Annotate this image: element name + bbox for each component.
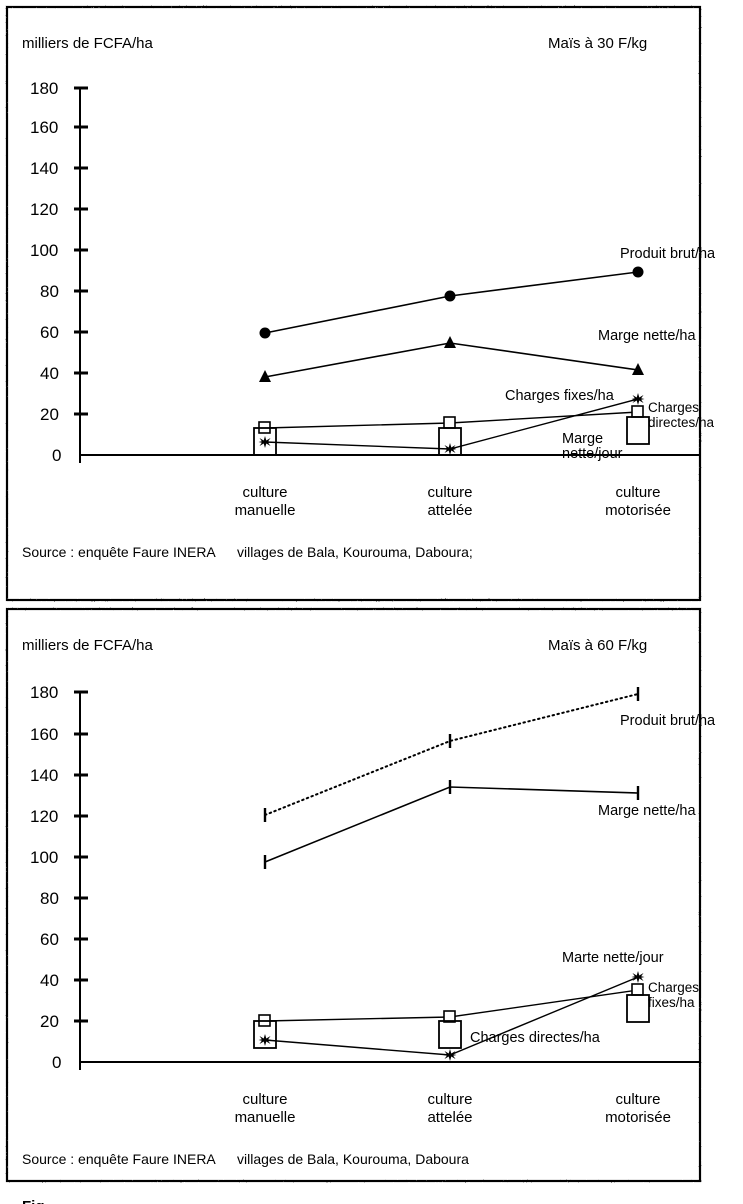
svg-text:culture: culture — [615, 484, 660, 501]
svg-text:120: 120 — [30, 200, 58, 219]
svg-text:Charges fixes/ha: Charges fixes/ha — [505, 388, 615, 404]
svg-text:40: 40 — [40, 971, 59, 990]
svg-text:60: 60 — [40, 930, 59, 949]
svg-text:motorisée: motorisée — [605, 1109, 671, 1126]
svg-text:180: 180 — [30, 79, 58, 98]
svg-text:villages de Bala, Kourouma, Da: villages de Bala, Kourouma, Daboura; — [237, 544, 473, 560]
svg-text:milliers de FCFA/ha: milliers de FCFA/ha — [22, 637, 154, 654]
svg-text:160: 160 — [30, 118, 58, 137]
svg-text:attelée: attelée — [427, 502, 472, 519]
svg-text:villages de Bala, Kourouma, Da: villages de Bala, Kourouma, Daboura — [237, 1151, 469, 1167]
svg-text:40: 40 — [40, 364, 59, 383]
svg-text:Produit brut/ha: Produit brut/ha — [620, 713, 716, 729]
svg-text:60: 60 — [40, 323, 59, 342]
svg-text:Marge nette/ha: Marge nette/ha — [598, 803, 696, 819]
svg-text:fixes/ha: fixes/ha — [648, 995, 695, 1010]
svg-text:directes/ha: directes/ha — [648, 415, 715, 430]
svg-text:nette/jour: nette/jour — [562, 446, 623, 462]
svg-text:culture: culture — [427, 1091, 472, 1108]
svg-text:120: 120 — [30, 807, 58, 826]
svg-text:0: 0 — [52, 446, 61, 465]
svg-text:Fig: Fig — [22, 1198, 45, 1204]
svg-text:160: 160 — [30, 725, 58, 744]
svg-text:culture: culture — [427, 484, 472, 501]
svg-text:100: 100 — [30, 848, 58, 867]
svg-text:Maïs à 30 F/kg: Maïs à 30 F/kg — [548, 35, 647, 52]
svg-text:0: 0 — [52, 1053, 61, 1072]
svg-text:attelée: attelée — [427, 1109, 472, 1126]
svg-text:culture: culture — [242, 1091, 287, 1108]
svg-text:20: 20 — [40, 1012, 59, 1031]
svg-text:Produit brut/ha: Produit brut/ha — [620, 246, 716, 262]
svg-text:milliers de FCFA/ha: milliers de FCFA/ha — [22, 35, 154, 52]
svg-text:Source : enquête Faure INERA: Source : enquête Faure INERA — [22, 544, 216, 560]
svg-text:Maïs à 60 F/kg: Maïs à 60 F/kg — [548, 637, 647, 654]
svg-text:180: 180 — [30, 683, 58, 702]
svg-text:manuelle: manuelle — [235, 502, 296, 519]
svg-text:Charges directes/ha: Charges directes/ha — [470, 1030, 601, 1046]
svg-text:Charges: Charges — [648, 400, 699, 415]
svg-text:140: 140 — [30, 159, 58, 178]
svg-text:culture: culture — [242, 484, 287, 501]
svg-text:Marte nette/jour: Marte nette/jour — [562, 950, 664, 966]
svg-text:Marge nette/ha: Marge nette/ha — [598, 328, 696, 344]
svg-text:Source : enquête Faure INERA: Source : enquête Faure INERA — [22, 1151, 216, 1167]
svg-text:100: 100 — [30, 241, 58, 260]
svg-text:140: 140 — [30, 766, 58, 785]
svg-text:80: 80 — [40, 282, 59, 301]
svg-text:Charges: Charges — [648, 980, 699, 995]
svg-text:motorisée: motorisée — [605, 502, 671, 519]
svg-text:80: 80 — [40, 889, 59, 908]
svg-text:manuelle: manuelle — [235, 1109, 296, 1126]
svg-text:Marge: Marge — [562, 431, 603, 447]
svg-text:culture: culture — [615, 1091, 660, 1108]
svg-text:20: 20 — [40, 405, 59, 424]
